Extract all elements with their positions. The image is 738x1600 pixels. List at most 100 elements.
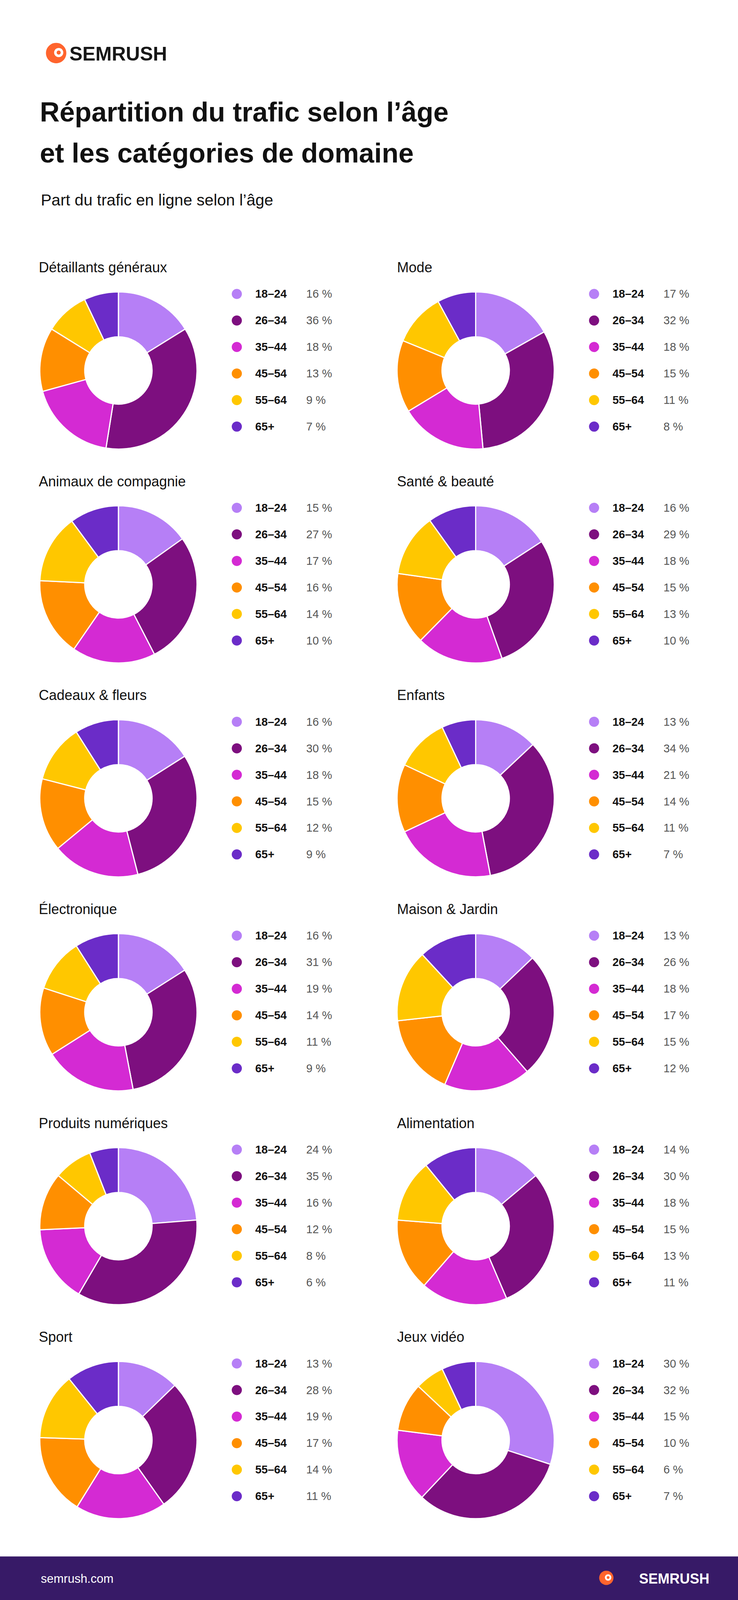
svg-text:18–24: 18–24: [612, 287, 645, 301]
svg-text:18 %: 18 %: [306, 768, 333, 782]
svg-text:18–24: 18–24: [255, 715, 287, 729]
svg-text:16 %: 16 %: [663, 501, 690, 515]
svg-text:55–64: 55–64: [612, 607, 645, 621]
svg-text:9 %: 9 %: [306, 848, 326, 861]
svg-text:55–64: 55–64: [612, 393, 645, 407]
svg-text:11 %: 11 %: [663, 393, 689, 407]
svg-text:18–24: 18–24: [612, 501, 645, 515]
svg-text:13 %: 13 %: [663, 715, 690, 729]
svg-text:45–54: 45–54: [612, 1223, 645, 1236]
svg-text:Sport: Sport: [38, 1329, 73, 1346]
svg-text:Détaillants généraux: Détaillants généraux: [38, 259, 167, 276]
svg-text:Jeux vidéo: Jeux vidéo: [396, 1329, 465, 1346]
svg-text:18–24: 18–24: [612, 715, 645, 729]
svg-text:10 %: 10 %: [306, 634, 333, 647]
svg-text:35–44: 35–44: [255, 1410, 287, 1423]
svg-text:65+: 65+: [255, 1276, 275, 1289]
svg-text:16 %: 16 %: [306, 581, 333, 594]
svg-text:Animaux de compagnie: Animaux de compagnie: [38, 473, 186, 490]
svg-text:55–64: 55–64: [255, 1249, 287, 1263]
svg-text:65+: 65+: [255, 848, 275, 861]
svg-text:45–54: 45–54: [612, 795, 645, 808]
svg-text:17 %: 17 %: [306, 1436, 333, 1450]
svg-text:30 %: 30 %: [306, 742, 333, 755]
svg-text:15 %: 15 %: [663, 1223, 690, 1236]
svg-text:15 %: 15 %: [306, 795, 333, 808]
svg-text:26–34: 26–34: [612, 956, 645, 969]
svg-text:45–54: 45–54: [612, 581, 645, 594]
svg-text:26–34: 26–34: [255, 314, 287, 327]
svg-text:55–64: 55–64: [255, 607, 287, 621]
svg-text:7 %: 7 %: [663, 848, 683, 861]
svg-text:35–44: 35–44: [255, 1196, 287, 1210]
svg-text:11 %: 11 %: [306, 1035, 332, 1049]
svg-text:55–64: 55–64: [255, 393, 287, 407]
svg-text:18–24: 18–24: [255, 501, 287, 515]
svg-text:17 %: 17 %: [663, 287, 690, 301]
svg-text:10 %: 10 %: [663, 634, 690, 647]
svg-text:18 %: 18 %: [663, 1196, 690, 1210]
svg-text:26–34: 26–34: [612, 1384, 645, 1397]
svg-text:19 %: 19 %: [306, 982, 333, 996]
svg-text:55–64: 55–64: [612, 1035, 645, 1049]
svg-text:12 %: 12 %: [306, 821, 333, 835]
svg-text:45–54: 45–54: [255, 1223, 287, 1236]
svg-text:18–24: 18–24: [255, 287, 287, 301]
svg-text:30 %: 30 %: [663, 1170, 690, 1183]
svg-text:35–44: 35–44: [612, 554, 645, 568]
svg-text:26–34: 26–34: [612, 314, 645, 327]
svg-text:35–44: 35–44: [255, 340, 287, 354]
svg-text:35–44: 35–44: [612, 340, 645, 354]
svg-text:26–34: 26–34: [255, 1170, 287, 1183]
svg-text:Santé & beauté: Santé & beauté: [396, 473, 494, 490]
svg-text:45–54: 45–54: [255, 795, 287, 808]
svg-text:18 %: 18 %: [663, 982, 690, 996]
svg-text:26–34: 26–34: [255, 528, 287, 541]
svg-text:24 %: 24 %: [306, 1143, 333, 1157]
svg-text:18–24: 18–24: [612, 1143, 645, 1157]
svg-text:18–24: 18–24: [612, 929, 645, 942]
svg-text:15 %: 15 %: [663, 367, 690, 380]
svg-text:30 %: 30 %: [663, 1357, 690, 1371]
svg-text:Répartition du trafic selon l’: Répartition du trafic selon l’âge: [39, 96, 449, 128]
svg-text:Mode: Mode: [396, 259, 433, 276]
svg-text:35–44: 35–44: [612, 982, 645, 996]
svg-text:65+: 65+: [255, 420, 275, 433]
svg-text:15 %: 15 %: [663, 581, 690, 594]
svg-text:14 %: 14 %: [663, 1143, 690, 1157]
svg-text:28 %: 28 %: [306, 1384, 333, 1397]
svg-text:26–34: 26–34: [612, 528, 645, 541]
svg-text:55–64: 55–64: [612, 1463, 645, 1476]
svg-text:8 %: 8 %: [663, 420, 683, 433]
svg-text:7 %: 7 %: [663, 1490, 683, 1503]
svg-text:semrush.com: semrush.com: [41, 1572, 114, 1586]
svg-text:7 %: 7 %: [306, 420, 326, 433]
svg-text:9 %: 9 %: [306, 1062, 326, 1075]
svg-text:Enfants: Enfants: [396, 687, 445, 704]
svg-text:55–64: 55–64: [612, 1249, 645, 1263]
svg-text:45–54: 45–54: [612, 367, 645, 380]
svg-text:21 %: 21 %: [663, 768, 690, 782]
svg-text:SEMRUSH: SEMRUSH: [69, 42, 168, 65]
svg-text:Part du trafic en ligne selon: Part du trafic en ligne selon l’âge: [41, 191, 274, 210]
svg-text:11 %: 11 %: [663, 821, 689, 835]
svg-text:18 %: 18 %: [306, 340, 333, 354]
svg-text:65+: 65+: [255, 1490, 275, 1503]
svg-text:17 %: 17 %: [663, 1009, 690, 1022]
svg-text:45–54: 45–54: [255, 367, 287, 380]
svg-text:16 %: 16 %: [306, 929, 333, 942]
svg-text:13 %: 13 %: [663, 607, 690, 621]
svg-text:45–54: 45–54: [255, 1436, 287, 1450]
svg-text:65+: 65+: [612, 1490, 632, 1503]
svg-text:29 %: 29 %: [663, 528, 690, 541]
svg-text:45–54: 45–54: [255, 1009, 287, 1022]
svg-text:14 %: 14 %: [306, 1463, 333, 1476]
svg-text:15 %: 15 %: [663, 1035, 690, 1049]
svg-text:19 %: 19 %: [306, 1410, 333, 1423]
svg-text:35–44: 35–44: [612, 1196, 645, 1210]
svg-text:18–24: 18–24: [255, 1143, 287, 1157]
svg-text:65+: 65+: [612, 634, 632, 647]
svg-text:14 %: 14 %: [663, 795, 690, 808]
svg-text:16 %: 16 %: [306, 715, 333, 729]
svg-text:32 %: 32 %: [663, 1384, 690, 1397]
